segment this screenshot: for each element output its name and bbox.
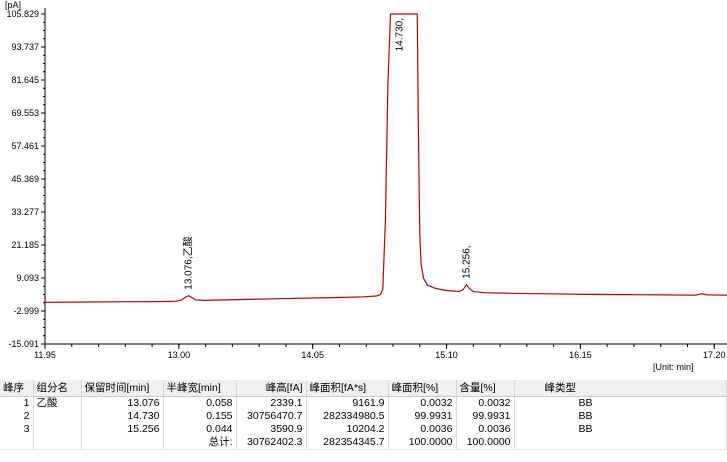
- cell-peak-no: 3: [0, 423, 34, 436]
- cell-peak-type: BB: [514, 410, 727, 423]
- header-component-name[interactable]: 组分名: [33, 380, 82, 397]
- header-peak-height[interactable]: 峰高[fA]: [236, 380, 307, 397]
- cell-peak-height: 2339.1: [236, 396, 307, 410]
- cell-peak-area: 10204.2: [306, 423, 389, 436]
- header-peak-area[interactable]: 峰面积[fA*s]: [306, 380, 389, 397]
- cell-component-name: [33, 410, 82, 423]
- total-content-percent: 100.0000: [456, 436, 515, 450]
- table-header-row: 峰序 组分名 保留时间[min] 半峰宽[min] 峰高[fA] 峰面积[fA*…: [0, 380, 727, 397]
- header-half-width[interactable]: 半峰宽[min]: [163, 380, 237, 397]
- peak-results-table: 峰序 组分名 保留时间[min] 半峰宽[min] 峰高[fA] 峰面积[fA*…: [0, 380, 727, 450]
- header-content-percent[interactable]: 含量[%]: [456, 380, 515, 397]
- cell-area-percent: 0.0032: [388, 396, 457, 410]
- y-tick-label: 45.369: [11, 174, 39, 184]
- x-tick-label: 13.00: [168, 350, 191, 360]
- cell-empty: [33, 436, 82, 450]
- cell-half-width: 0.058: [163, 396, 237, 410]
- cell-retention-time: 13.076: [81, 396, 164, 410]
- total-peak-area: 282354345.7: [306, 436, 389, 450]
- cell-retention-time: 15.256: [81, 423, 164, 436]
- cell-half-width: 0.044: [163, 423, 237, 436]
- cell-retention-time: 14.730: [81, 410, 164, 423]
- cell-peak-no: 1: [0, 396, 34, 410]
- table-row[interactable]: 3 15.256 0.044 3590.9 10204.2 0.0036 0.0…: [0, 423, 727, 436]
- y-tick-label: 57.461: [11, 141, 39, 151]
- table-row[interactable]: 1 乙酸 13.076 0.058 2339.1 9161.9 0.0032 0…: [0, 396, 727, 410]
- cell-component-name: [33, 423, 82, 436]
- header-retention-time[interactable]: 保留时间[min]: [81, 380, 164, 397]
- cell-empty: [514, 436, 727, 450]
- y-tick-label: 93.737: [11, 42, 39, 52]
- y-tick-label: -2.999: [13, 306, 39, 316]
- y-axis-label: [pA]: [5, 0, 21, 10]
- x-tick-label: 15.10: [435, 350, 458, 360]
- x-tick-label: 11.95: [34, 350, 56, 360]
- header-peak-type[interactable]: 峰类型: [514, 380, 727, 397]
- cell-content-percent: 0.0032: [456, 396, 515, 410]
- chromatogram-plot: 105.829 93.737 81.645 69.553 57.461 45.369 33.…: [5, 0, 727, 372]
- table-row[interactable]: 2 14.730 0.155 30756470.7 282334980.5 99…: [0, 410, 727, 423]
- peak-annotation: 14.730,: [394, 18, 405, 51]
- y-tick-label: 81.645: [11, 75, 39, 85]
- cell-peak-type: BB: [514, 396, 727, 410]
- y-tick-label: 69.553: [11, 108, 39, 118]
- chromatogram-chart: 105.829 93.737 81.645 69.553 57.461 45.369 33.…: [5, 0, 727, 372]
- y-tick-label: 33.277: [11, 207, 39, 217]
- cell-area-percent: 99.9931: [388, 410, 457, 423]
- cell-component-name: 乙酸: [33, 396, 82, 410]
- x-tick-label: 16.15: [569, 350, 592, 360]
- total-area-percent: 100.0000: [388, 436, 457, 450]
- y-tick-label: 105.829: [6, 9, 39, 19]
- total-peak-height: 30762402.3: [236, 436, 307, 450]
- x-tick-label: 14.05: [301, 350, 324, 360]
- y-tick-label: -15.091: [8, 339, 39, 349]
- cell-content-percent: 0.0036: [456, 423, 515, 436]
- y-tick-label: 21.185: [11, 240, 39, 250]
- cell-peak-type: BB: [514, 423, 727, 436]
- cell-empty: [0, 436, 34, 450]
- cell-peak-area: 282334980.5: [306, 410, 389, 423]
- cell-peak-height: 3590.9: [236, 423, 307, 436]
- cell-peak-height: 30756470.7: [236, 410, 307, 423]
- x-axis-unit-label: [Unit: min]: [653, 362, 694, 372]
- header-area-percent[interactable]: 峰面积[%]: [388, 380, 457, 397]
- header-peak-no[interactable]: 峰序: [0, 380, 34, 397]
- cell-empty: [81, 436, 164, 450]
- series-line: [44, 13, 727, 303]
- cell-area-percent: 0.0036: [388, 423, 457, 436]
- cell-half-width: 0.155: [163, 410, 237, 423]
- peak-annotation: 15.256,: [461, 245, 472, 278]
- cell-content-percent: 99.9931: [456, 410, 515, 423]
- total-label: 总计:: [163, 436, 237, 450]
- peak-annotation: 13.076,乙酸: [182, 236, 195, 289]
- cell-peak-area: 9161.9: [306, 396, 389, 410]
- table-total-row: 总计: 30762402.3 282354345.7 100.0000 100.…: [0, 436, 727, 450]
- y-tick-label: 9.093: [16, 273, 39, 283]
- x-tick-label: 17.20: [703, 350, 726, 360]
- cell-peak-no: 2: [0, 410, 34, 423]
